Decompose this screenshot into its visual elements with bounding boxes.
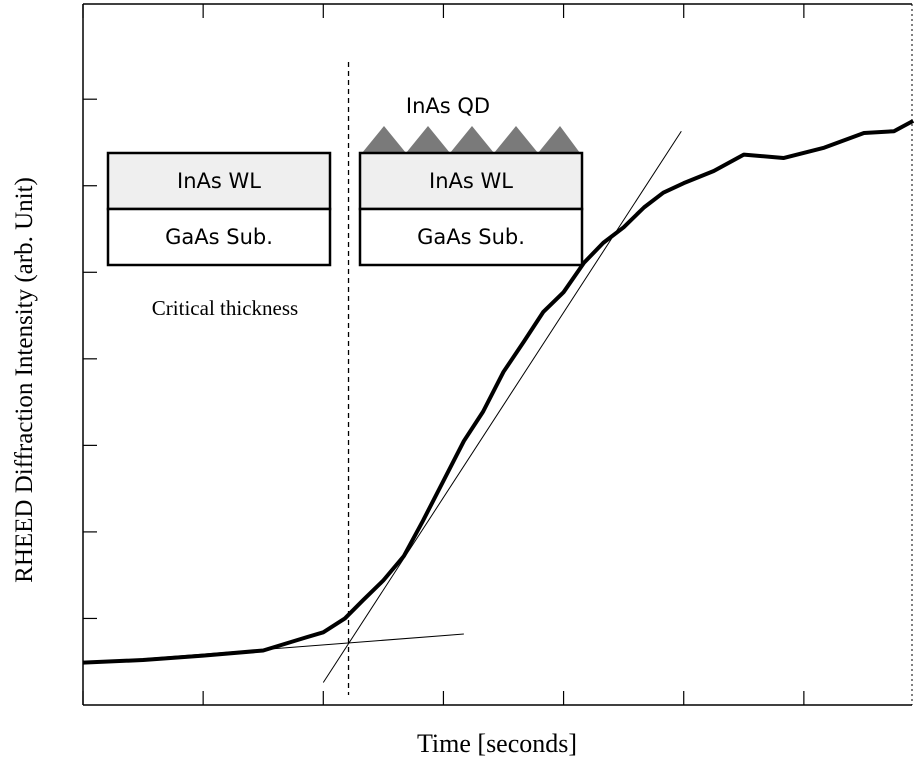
quantum-dots	[362, 126, 580, 153]
layer-diagram-left: InAs WL GaAs Sub.	[106, 151, 332, 267]
qd-label: InAs QD	[406, 94, 490, 118]
substrate	[358, 207, 584, 267]
data-line	[82, 119, 915, 665]
fit-line	[322, 130, 682, 683]
layer-label: GaAs Sub.	[165, 225, 273, 249]
layer-label: GaAs Sub.	[417, 225, 525, 249]
x-axis-label: Time [seconds]	[417, 729, 577, 758]
wetting-layer	[106, 151, 332, 211]
layer-label: InAs WL	[177, 169, 261, 193]
layer-label: InAs WL	[429, 169, 513, 193]
y-axis-label: RHEED Diffraction Intensity (arb. Unit)	[11, 177, 38, 583]
substrate	[106, 207, 332, 267]
layer-diagram-right: InAs WL GaAs Sub. InAs QD	[358, 94, 584, 267]
annotation: Critical thickness	[152, 296, 298, 320]
